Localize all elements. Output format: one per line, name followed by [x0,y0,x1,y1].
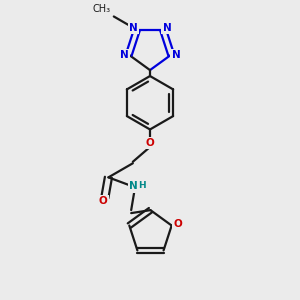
Text: O: O [99,196,108,206]
Text: N: N [129,182,138,191]
Text: O: O [146,138,154,148]
Text: N: N [172,50,180,60]
Text: CH₃: CH₃ [92,4,110,14]
Text: N: N [129,23,137,33]
Text: O: O [173,219,182,229]
Text: N: N [163,23,171,33]
Text: H: H [139,181,146,190]
Text: N: N [120,50,128,60]
